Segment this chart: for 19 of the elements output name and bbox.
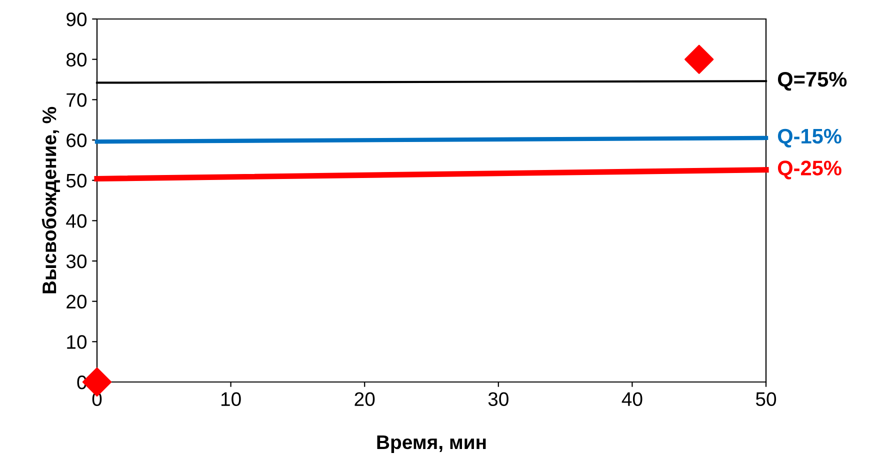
y-tick-label: 70 bbox=[66, 93, 87, 107]
x-tick-label: 10 bbox=[221, 392, 241, 406]
x-tick-label: 20 bbox=[354, 392, 375, 406]
y-axis-title: Высвобождение, % bbox=[42, 106, 60, 294]
x-tick-label: 40 bbox=[622, 392, 642, 406]
x-axis-title: Время, мин bbox=[377, 436, 486, 453]
y-tick-label: 90 bbox=[66, 12, 87, 26]
y-tick-label: 80 bbox=[66, 52, 87, 67]
x-tick-label: 50 bbox=[756, 392, 776, 406]
x-tick-label: 30 bbox=[488, 392, 508, 406]
y-tick-label: 30 bbox=[66, 254, 87, 268]
y-tick-label: 20 bbox=[66, 294, 87, 309]
series-label: Q-25% bbox=[778, 160, 842, 180]
series-label: Q-15% bbox=[778, 128, 842, 148]
y-tick-label: 10 bbox=[67, 335, 87, 349]
y-tick-label: 60 bbox=[66, 133, 87, 148]
series-label: Q=75% bbox=[778, 72, 847, 91]
y-tick-label: 50 bbox=[66, 174, 87, 188]
y-tick-label: 40 bbox=[66, 214, 87, 228]
